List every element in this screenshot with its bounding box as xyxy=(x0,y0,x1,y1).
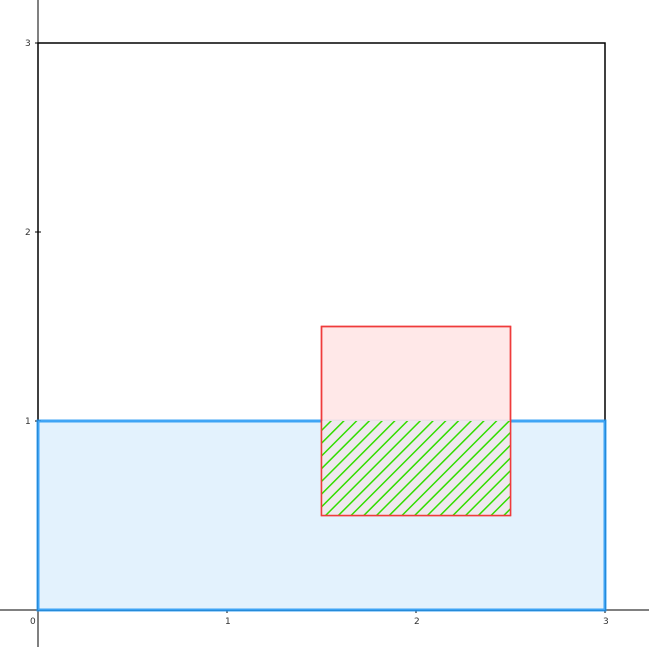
shapes xyxy=(36,42,607,612)
x-tick-label: 2 xyxy=(414,617,420,627)
y-tick-label: 2 xyxy=(25,228,31,238)
tick-labels: 0 1 2 3 1 2 3 xyxy=(25,39,609,627)
red-rectangle-outline xyxy=(320,325,512,517)
y-tick-label: 1 xyxy=(25,417,31,427)
intersection-hatched xyxy=(321,421,511,516)
x-tick-label: 1 xyxy=(225,617,231,627)
y-tick-label: 3 xyxy=(25,39,31,49)
x-tick-label: 3 xyxy=(603,617,609,627)
x-tick-label: 0 xyxy=(30,617,36,627)
